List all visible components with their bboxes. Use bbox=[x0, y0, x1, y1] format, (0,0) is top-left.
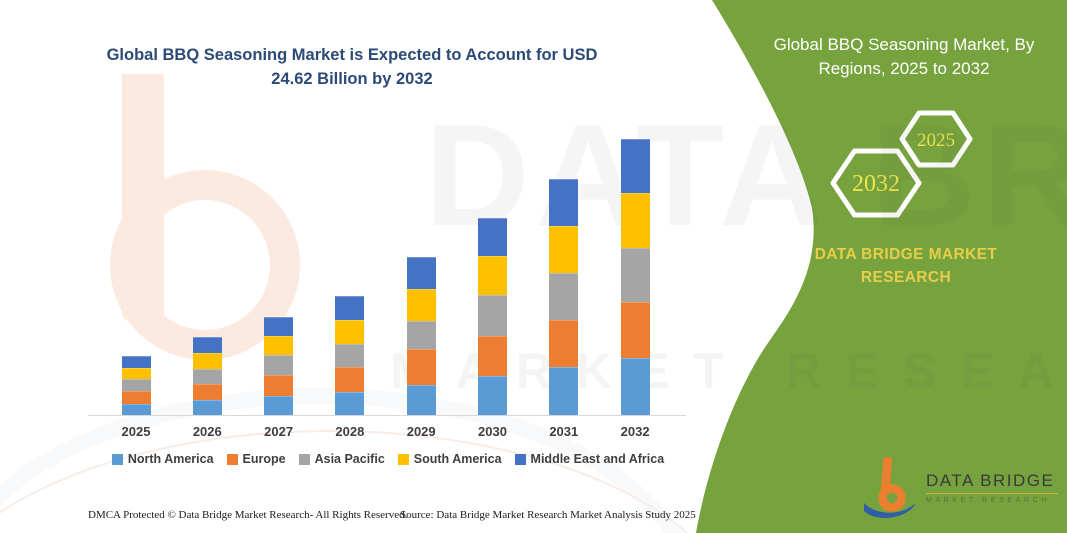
legend-swatch-icon bbox=[514, 453, 526, 465]
company-logo: DATA BRIDGE MARKET RESEARCH bbox=[862, 455, 1062, 525]
bar-segment-2032-north-america bbox=[620, 358, 650, 415]
legend-swatch-icon bbox=[111, 453, 123, 465]
chart-headline: Global BBQ Seasoning Market is Expected … bbox=[106, 46, 598, 88]
x-axis-label-2029: 2029 bbox=[406, 424, 436, 439]
x-axis-label-2030: 2030 bbox=[478, 424, 507, 439]
bar-segment-2032-south-america bbox=[620, 193, 650, 248]
bar-segment-2030-north-america bbox=[478, 376, 507, 415]
bar-segment-2032-europe bbox=[620, 301, 650, 359]
legend-item-south-america: South America bbox=[397, 452, 502, 466]
bar-segment-2029-europe bbox=[406, 349, 436, 386]
hexagon-2032 bbox=[830, 148, 922, 218]
bar-segment-2028-north-america bbox=[335, 392, 365, 415]
bar-segment-2031-asia-pacific bbox=[549, 273, 579, 321]
x-axis-label-2027: 2027 bbox=[264, 424, 294, 439]
legend-item-middle-east-and-africa: Middle East and Africa bbox=[514, 452, 665, 466]
bar-segment-2026-middle-east-and-africa bbox=[192, 336, 222, 353]
bar-segment-2025-asia-pacific bbox=[121, 378, 151, 391]
x-axis-line bbox=[88, 415, 686, 416]
green-panel-shape bbox=[696, 0, 1067, 533]
x-axis-label-2031: 2031 bbox=[549, 424, 579, 439]
bar-segment-2026-north-america bbox=[192, 400, 222, 415]
bar-segment-2032-middle-east-and-africa bbox=[620, 139, 650, 194]
source-notice: Source: Data Bridge Market Research Mark… bbox=[400, 509, 696, 521]
bar-segment-2025-south-america bbox=[121, 367, 151, 379]
legend-swatch-icon bbox=[298, 453, 310, 465]
bar-segment-2030-middle-east-and-africa bbox=[478, 218, 507, 256]
bar-segment-2028-asia-pacific bbox=[335, 344, 365, 368]
bar-segment-2026-asia-pacific bbox=[192, 368, 222, 384]
bar-segment-2031-middle-east-and-africa bbox=[549, 178, 579, 226]
bar-segment-2029-asia-pacific bbox=[406, 320, 436, 350]
bar-segment-2027-asia-pacific bbox=[264, 355, 294, 376]
bar-segment-2026-south-america bbox=[192, 352, 222, 369]
bar-segment-2026-europe bbox=[192, 383, 222, 400]
bar-segment-2029-middle-east-and-africa bbox=[406, 256, 436, 290]
bar-segment-2032-asia-pacific bbox=[620, 247, 650, 302]
panel-title: Global BBQ Seasoning Market, By Regions,… bbox=[773, 35, 1035, 78]
legend-item-asia-pacific: Asia Pacific bbox=[298, 452, 385, 466]
legend-label: South America bbox=[413, 452, 502, 466]
logo-mark-icon bbox=[864, 457, 916, 518]
bar-segment-2027-south-america bbox=[264, 335, 294, 356]
logo-rule bbox=[926, 493, 1058, 494]
bar-segment-2031-north-america bbox=[549, 367, 579, 415]
legend-item-north-america: North America bbox=[111, 452, 214, 466]
bar-segment-2028-middle-east-and-africa bbox=[335, 296, 365, 320]
bar-segment-2029-south-america bbox=[406, 289, 436, 321]
dmca-notice: DMCA Protected © Data Bridge Market Rese… bbox=[88, 509, 408, 521]
hexagon-2025 bbox=[899, 110, 973, 168]
legend-label: North America bbox=[127, 452, 214, 466]
hexagon-2032-label: 2032 bbox=[852, 171, 900, 197]
x-axis-label-2025: 2025 bbox=[121, 424, 151, 439]
bar-segment-2030-europe bbox=[478, 336, 507, 377]
legend-label: Europe bbox=[242, 452, 286, 466]
bar-segment-2027-europe bbox=[264, 375, 294, 396]
bar-segment-2027-middle-east-and-africa bbox=[264, 316, 294, 336]
legend-swatch-icon bbox=[397, 453, 409, 465]
legend-swatch-icon bbox=[226, 453, 238, 465]
x-axis-label-2028: 2028 bbox=[335, 424, 365, 439]
logo-name: DATA BRIDGE bbox=[926, 471, 1055, 490]
x-axis-label-2026: 2026 bbox=[192, 424, 222, 439]
bar-segment-2028-europe bbox=[335, 367, 365, 393]
brand-wordmark: DATA BRIDGE MARKET RESEARCH bbox=[814, 246, 998, 287]
bar-segment-2031-south-america bbox=[549, 225, 579, 274]
chart-legend: North America Europe Asia Pacific South Ame… bbox=[88, 452, 688, 466]
bar-segment-2030-south-america bbox=[478, 255, 507, 296]
legend-label: Asia Pacific bbox=[314, 452, 385, 466]
logo-subtitle: MARKET RESEARCH bbox=[926, 497, 1050, 504]
legend-item-europe: Europe bbox=[226, 452, 286, 466]
bar-segment-2031-europe bbox=[549, 320, 579, 368]
hexagon-2025-label: 2025 bbox=[917, 130, 955, 151]
bar-segment-2029-north-america bbox=[406, 385, 436, 415]
bar-segment-2025-north-america bbox=[121, 404, 151, 415]
bar-segment-2025-europe bbox=[121, 390, 151, 404]
bar-segment-2030-asia-pacific bbox=[478, 295, 507, 337]
bar-segment-2028-south-america bbox=[335, 319, 365, 345]
x-axis-label-2032: 2032 bbox=[620, 424, 650, 439]
legend-label: Middle East and Africa bbox=[530, 452, 665, 466]
bar-segment-2027-north-america bbox=[264, 395, 294, 415]
bar-segment-2025-middle-east-and-africa bbox=[121, 356, 151, 368]
